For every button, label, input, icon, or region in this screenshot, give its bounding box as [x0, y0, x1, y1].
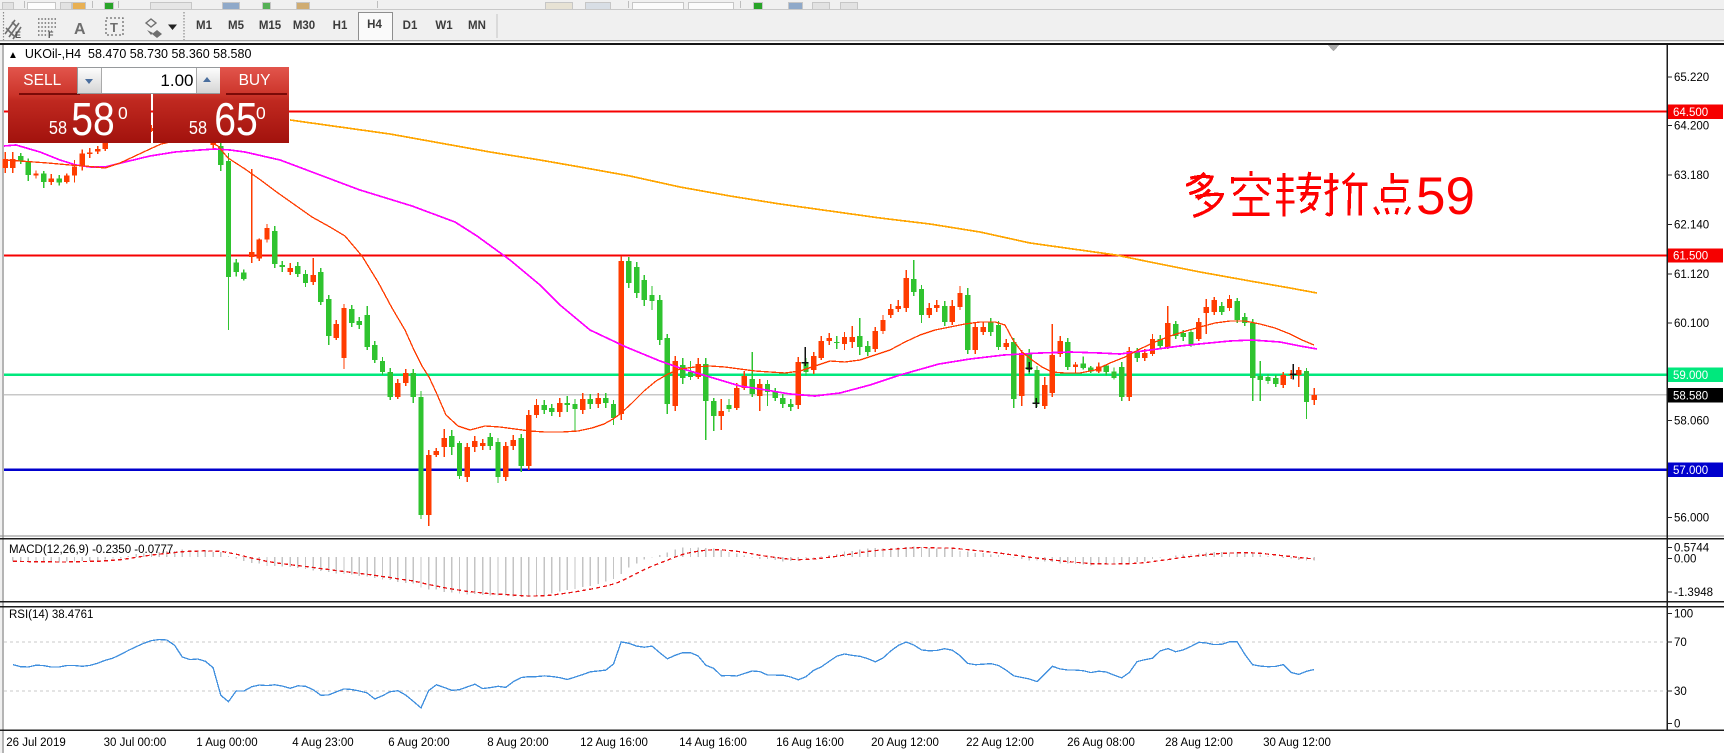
svg-text:62.140: 62.140 — [1674, 220, 1709, 232]
svg-text:0: 0 — [1674, 719, 1680, 731]
svg-text:30: 30 — [1674, 686, 1687, 698]
svg-text:0.5744: 0.5744 — [1674, 543, 1710, 555]
svg-text:1 Aug 00:00: 1 Aug 00:00 — [196, 737, 257, 749]
svg-text:58.060: 58.060 — [1674, 416, 1709, 428]
svg-text:56.000: 56.000 — [1674, 513, 1709, 525]
svg-text:8 Aug 20:00: 8 Aug 20:00 — [487, 737, 548, 749]
svg-text:61.500: 61.500 — [1673, 251, 1708, 263]
svg-text:26 Jul 2019: 26 Jul 2019 — [6, 737, 65, 749]
svg-text:E: E — [15, 30, 21, 40]
svg-text:70: 70 — [1674, 637, 1687, 649]
svg-text:22 Aug 12:00: 22 Aug 12:00 — [966, 737, 1034, 749]
svg-text:12 Aug 16:00: 12 Aug 16:00 — [580, 737, 648, 749]
svg-text:59: 59 — [1416, 167, 1475, 226]
svg-text:A: A — [74, 21, 86, 38]
svg-text:60.100: 60.100 — [1674, 318, 1709, 330]
svg-text:F: F — [48, 30, 54, 40]
svg-text:16 Aug 16:00: 16 Aug 16:00 — [776, 737, 844, 749]
svg-text:-1.3948: -1.3948 — [1674, 587, 1713, 599]
svg-text:58.580: 58.580 — [1673, 391, 1708, 403]
svg-text:RSI(14) 38.4761: RSI(14) 38.4761 — [9, 609, 93, 621]
svg-text:6 Aug 20:00: 6 Aug 20:00 — [388, 737, 449, 749]
svg-text:57.000: 57.000 — [1673, 465, 1708, 477]
svg-text:63.180: 63.180 — [1674, 170, 1709, 182]
svg-text:4 Aug 23:00: 4 Aug 23:00 — [292, 737, 353, 749]
svg-text:14 Aug 16:00: 14 Aug 16:00 — [679, 737, 747, 749]
svg-text:20 Aug 12:00: 20 Aug 12:00 — [871, 737, 939, 749]
svg-text:MACD(12,26,9) -0.2350 -0.0777: MACD(12,26,9) -0.2350 -0.0777 — [9, 544, 173, 556]
svg-text:30 Jul 00:00: 30 Jul 00:00 — [104, 737, 167, 749]
svg-text:64.200: 64.200 — [1674, 121, 1709, 133]
svg-text:30 Aug 12:00: 30 Aug 12:00 — [1263, 737, 1331, 749]
svg-text:100: 100 — [1674, 609, 1693, 621]
svg-text:0.00: 0.00 — [1674, 554, 1696, 566]
svg-text:65.220: 65.220 — [1674, 72, 1709, 84]
svg-text:64.500: 64.500 — [1673, 107, 1708, 119]
svg-text:26 Aug 08:00: 26 Aug 08:00 — [1067, 737, 1135, 749]
svg-text:61.120: 61.120 — [1674, 269, 1709, 281]
svg-text:T: T — [110, 20, 118, 35]
svg-text:28 Aug 12:00: 28 Aug 12:00 — [1165, 737, 1233, 749]
svg-text:59.000: 59.000 — [1673, 370, 1708, 382]
